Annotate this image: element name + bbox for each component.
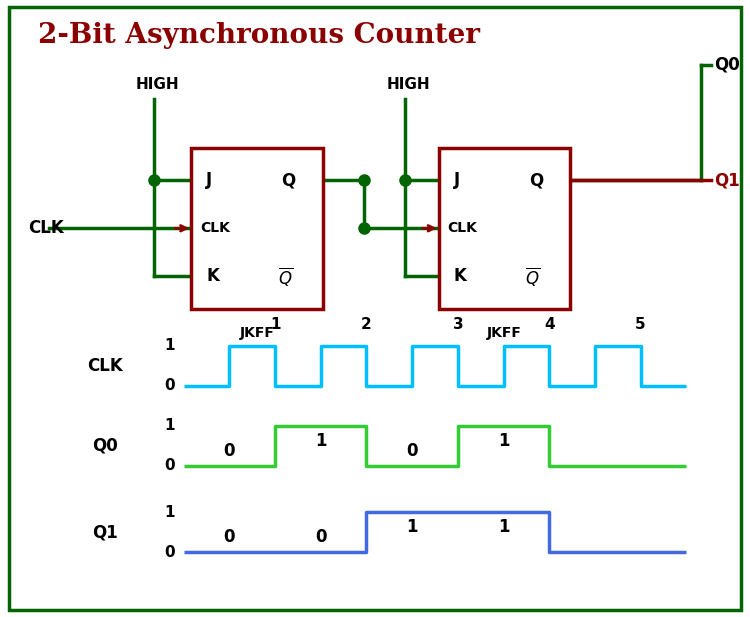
Text: 0: 0 [164,545,175,560]
Text: K: K [206,267,219,286]
Text: CLK: CLK [87,357,123,375]
Text: CLK: CLK [200,222,230,235]
Text: CLK: CLK [28,219,64,238]
Text: JKFF: JKFF [487,326,522,340]
Text: HIGH: HIGH [387,78,430,93]
Text: 1: 1 [315,432,326,450]
Text: 1: 1 [164,505,175,520]
Text: 1: 1 [498,432,509,450]
Text: 0: 0 [315,528,326,546]
Text: 3: 3 [452,317,464,332]
Text: 4: 4 [544,317,554,332]
Text: 2-Bit Asynchronous Counter: 2-Bit Asynchronous Counter [38,22,479,49]
Text: Q0: Q0 [714,56,740,74]
Text: JKFF: JKFF [239,326,274,340]
Bar [191,148,322,308]
Text: 5: 5 [635,317,646,332]
Text: 1: 1 [270,317,280,332]
Text: K: K [454,267,466,286]
Text: CLK: CLK [448,222,478,235]
Text: Q0: Q0 [92,437,118,455]
Bar [439,148,570,308]
Text: 0: 0 [164,378,175,393]
Text: J: J [454,171,460,189]
Text: $\overline{Q}$: $\overline{Q}$ [278,265,292,288]
Text: 1: 1 [164,338,175,353]
Text: J: J [206,171,212,189]
Text: Q1: Q1 [714,171,740,189]
Text: $\overline{Q}$: $\overline{Q}$ [525,265,540,288]
Text: 1: 1 [498,518,509,536]
Text: Q: Q [529,171,543,189]
Text: Q1: Q1 [92,523,118,541]
Text: 2: 2 [361,317,372,332]
Text: 1: 1 [164,418,175,433]
Text: 0: 0 [224,528,236,546]
Text: 1: 1 [406,518,418,536]
Text: 0: 0 [224,442,236,460]
Text: Q: Q [281,171,296,189]
Text: 0: 0 [406,442,418,460]
Text: HIGH: HIGH [136,78,179,93]
Text: 0: 0 [164,458,175,473]
